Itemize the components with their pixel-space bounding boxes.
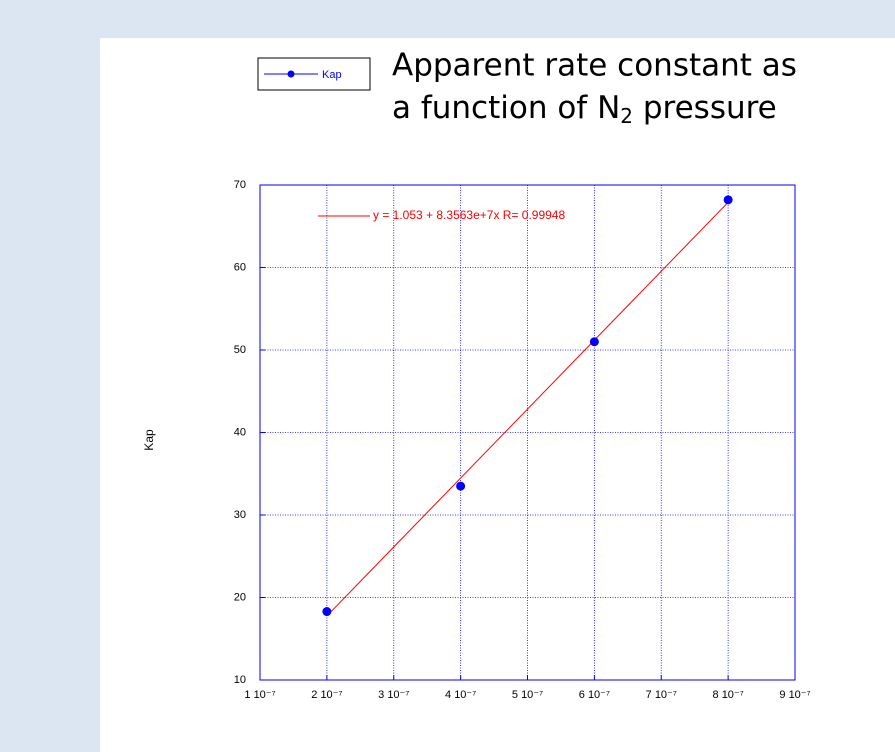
legend-label: Kap <box>322 69 342 81</box>
title-part: pressure <box>633 90 777 126</box>
point <box>589 337 599 347</box>
panel <box>100 38 895 752</box>
x-tick-label: 2 10⁻⁷ <box>311 689 342 701</box>
y-tick-label: 60 <box>234 261 246 273</box>
x-tick-label: 4 10⁻⁷ <box>445 689 476 701</box>
chart-title: Apparent rate constant as <box>392 48 797 84</box>
x-tick-label: 6 10⁻⁷ <box>579 689 610 701</box>
y-tick-label: 70 <box>234 179 246 191</box>
legend-marker <box>287 70 295 78</box>
point <box>322 607 332 617</box>
fit-label: y = 1.053 + 8.3563e+7x R= 0.99948 <box>373 208 565 222</box>
x-tick-label: 1 10⁻⁷ <box>244 689 275 701</box>
x-tick-label: 8 10⁻⁷ <box>713 689 744 701</box>
y-tick-label: 30 <box>234 509 246 521</box>
x-tick-label: 3 10⁻⁷ <box>378 689 409 701</box>
x-tick-label: 7 10⁻⁷ <box>646 689 677 701</box>
y-tick-label: 50 <box>234 344 246 356</box>
y-tick-label: 20 <box>234 591 246 603</box>
y-tick-label: 40 <box>234 426 246 438</box>
title-part: a function of N <box>392 90 620 126</box>
point <box>723 195 733 205</box>
chart-title-line2: a function of N2 pressure <box>392 90 777 128</box>
title-subscript: 2 <box>620 104 633 128</box>
point <box>456 481 466 491</box>
plot-frame <box>259 184 796 681</box>
y-axis-label: Kap <box>142 429 156 451</box>
x-tick-label: 5 10⁻⁷ <box>512 689 543 701</box>
fit-line <box>326 201 729 617</box>
y-tick-label: 10 <box>234 674 246 686</box>
x-tick-label: 9 10⁻⁷ <box>779 689 810 701</box>
